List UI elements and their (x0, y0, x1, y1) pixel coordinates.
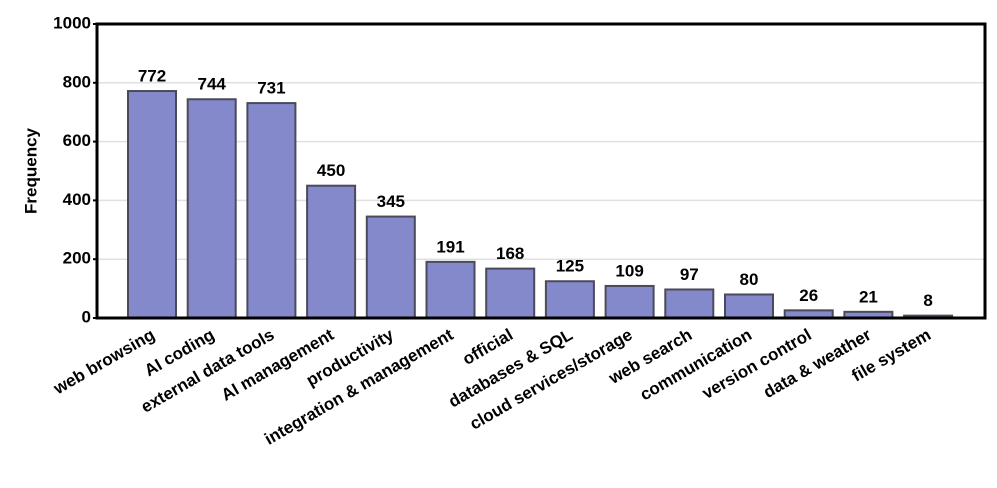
value-label: 26 (799, 286, 818, 305)
value-label: 109 (615, 261, 643, 280)
value-label: 125 (556, 257, 584, 276)
bar (724, 293, 774, 320)
bar (664, 288, 715, 319)
bar (485, 267, 536, 319)
value-label: 168 (496, 244, 524, 263)
bar (425, 260, 476, 320)
value-label: 8 (923, 291, 932, 310)
bar (544, 280, 595, 319)
bar (127, 90, 177, 319)
bar (306, 184, 357, 319)
y-axis-label: Frequency (21, 127, 40, 214)
value-label: 772 (138, 67, 166, 86)
bar (365, 215, 416, 320)
y-tick-label: 1000 (53, 13, 91, 32)
x-tick-label: web browsing (49, 325, 158, 399)
value-label: 191 (436, 237, 464, 256)
y-tick-label: 0 (82, 307, 91, 326)
plot-frame (95, 22, 987, 320)
value-label: 345 (377, 192, 405, 211)
bar (186, 98, 237, 319)
y-tick-label: 400 (63, 190, 91, 209)
value-label: 21 (859, 287, 878, 306)
y-tick-label: 600 (63, 131, 91, 150)
value-label: 450 (317, 161, 345, 180)
y-tick-label: 200 (63, 249, 91, 268)
bar (246, 102, 297, 319)
bar (604, 284, 655, 320)
value-label: 744 (198, 75, 227, 94)
value-label: 80 (740, 270, 759, 289)
value-label: 97 (680, 265, 699, 284)
value-label: 731 (257, 79, 285, 98)
y-tick-label: 800 (63, 72, 91, 91)
